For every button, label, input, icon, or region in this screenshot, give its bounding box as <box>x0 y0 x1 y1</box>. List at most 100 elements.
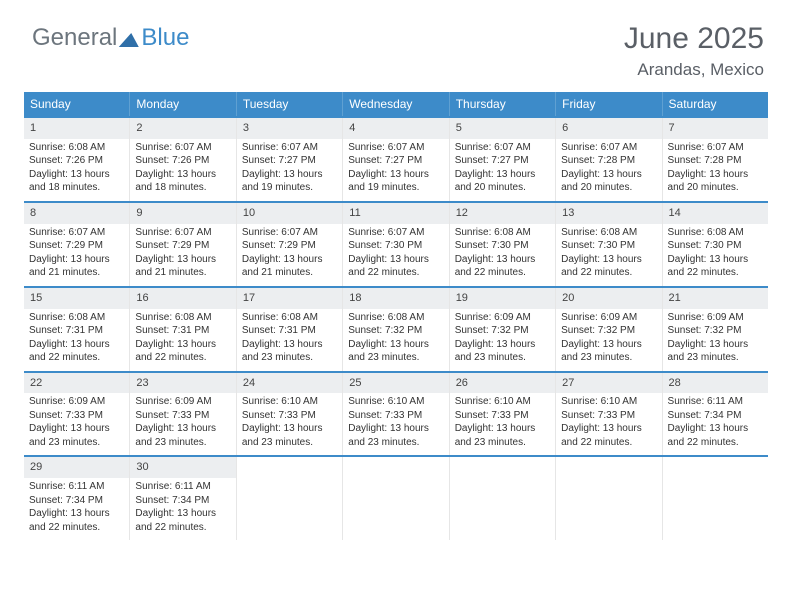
sunset-text: Sunset: 7:30 PM <box>348 239 443 253</box>
day-body: Sunrise: 6:10 AMSunset: 7:33 PMDaylight:… <box>556 393 661 455</box>
daylight-text: and 23 minutes. <box>561 351 656 365</box>
daylight-text: Daylight: 13 hours <box>348 422 443 436</box>
sunrise-text: Sunrise: 6:09 AM <box>135 395 230 409</box>
day-number: 3 <box>237 118 342 139</box>
sunrise-text: Sunrise: 6:11 AM <box>135 480 230 494</box>
sunset-text: Sunset: 7:27 PM <box>455 154 550 168</box>
sunset-text: Sunset: 7:31 PM <box>29 324 124 338</box>
day-body: Sunrise: 6:08 AMSunset: 7:26 PMDaylight:… <box>24 139 129 201</box>
sunrise-text: Sunrise: 6:10 AM <box>561 395 656 409</box>
daylight-text: and 23 minutes. <box>668 351 763 365</box>
sunrise-text: Sunrise: 6:07 AM <box>242 141 337 155</box>
day-number: 28 <box>663 373 768 394</box>
week-row: 8Sunrise: 6:07 AMSunset: 7:29 PMDaylight… <box>24 201 768 286</box>
sunset-text: Sunset: 7:27 PM <box>242 154 337 168</box>
day-number: 24 <box>237 373 342 394</box>
daylight-text: and 19 minutes. <box>348 181 443 195</box>
daylight-text: and 18 minutes. <box>29 181 124 195</box>
sunrise-text: Sunrise: 6:09 AM <box>668 311 763 325</box>
day-body: Sunrise: 6:09 AMSunset: 7:32 PMDaylight:… <box>663 309 768 371</box>
day-number: 16 <box>130 288 235 309</box>
day-body: Sunrise: 6:07 AMSunset: 7:29 PMDaylight:… <box>24 224 129 286</box>
daylight-text: Daylight: 13 hours <box>242 422 337 436</box>
sunset-text: Sunset: 7:32 PM <box>561 324 656 338</box>
daylight-text: Daylight: 13 hours <box>455 253 550 267</box>
sunrise-text: Sunrise: 6:11 AM <box>29 480 124 494</box>
day-cell: 18Sunrise: 6:08 AMSunset: 7:32 PMDayligh… <box>343 288 449 371</box>
week-row: 22Sunrise: 6:09 AMSunset: 7:33 PMDayligh… <box>24 371 768 456</box>
day-cell <box>556 457 662 540</box>
sunset-text: Sunset: 7:33 PM <box>29 409 124 423</box>
day-body: Sunrise: 6:07 AMSunset: 7:27 PMDaylight:… <box>450 139 555 201</box>
sunrise-text: Sunrise: 6:07 AM <box>135 226 230 240</box>
sunrise-text: Sunrise: 6:08 AM <box>29 141 124 155</box>
day-body: Sunrise: 6:07 AMSunset: 7:28 PMDaylight:… <box>663 139 768 201</box>
location-subtitle: Arandas, Mexico <box>637 60 764 80</box>
sunset-text: Sunset: 7:28 PM <box>561 154 656 168</box>
daylight-text: Daylight: 13 hours <box>29 253 124 267</box>
day-number: 20 <box>556 288 661 309</box>
day-number: 25 <box>343 373 448 394</box>
day-number: 11 <box>343 203 448 224</box>
daylight-text: and 22 minutes. <box>455 266 550 280</box>
daylight-text: Daylight: 13 hours <box>348 168 443 182</box>
daylight-text: Daylight: 13 hours <box>29 168 124 182</box>
daylight-text: Daylight: 13 hours <box>455 338 550 352</box>
day-cell: 7Sunrise: 6:07 AMSunset: 7:28 PMDaylight… <box>663 118 768 201</box>
daylight-text: and 23 minutes. <box>242 436 337 450</box>
day-body: Sunrise: 6:11 AMSunset: 7:34 PMDaylight:… <box>130 478 235 540</box>
day-number: 18 <box>343 288 448 309</box>
week-row: 15Sunrise: 6:08 AMSunset: 7:31 PMDayligh… <box>24 286 768 371</box>
day-body: Sunrise: 6:09 AMSunset: 7:32 PMDaylight:… <box>556 309 661 371</box>
day-number: 7 <box>663 118 768 139</box>
sunrise-text: Sunrise: 6:09 AM <box>455 311 550 325</box>
daylight-text: Daylight: 13 hours <box>29 507 124 521</box>
daylight-text: and 21 minutes. <box>135 266 230 280</box>
day-cell <box>450 457 556 540</box>
day-body: Sunrise: 6:10 AMSunset: 7:33 PMDaylight:… <box>237 393 342 455</box>
daylight-text: and 19 minutes. <box>242 181 337 195</box>
day-body: Sunrise: 6:08 AMSunset: 7:31 PMDaylight:… <box>237 309 342 371</box>
week-row: 29Sunrise: 6:11 AMSunset: 7:34 PMDayligh… <box>24 455 768 540</box>
sunrise-text: Sunrise: 6:08 AM <box>455 226 550 240</box>
day-cell: 3 Sunrise: 6:07 AMSunset: 7:27 PMDaylight… <box>237 118 343 201</box>
daylight-text: and 21 minutes. <box>29 266 124 280</box>
day-cell: 2Sunrise: 6:07 AMSunset: 7:26 PMDaylight… <box>130 118 236 201</box>
day-number: 15 <box>24 288 129 309</box>
daylight-text: Daylight: 13 hours <box>668 338 763 352</box>
day-number: 6 <box>556 118 661 139</box>
daylight-text: Daylight: 13 hours <box>455 422 550 436</box>
day-cell: 4Sunrise: 6:07 AMSunset: 7:27 PMDaylight… <box>343 118 449 201</box>
day-body: Sunrise: 6:08 AMSunset: 7:32 PMDaylight:… <box>343 309 448 371</box>
day-body: Sunrise: 6:10 AMSunset: 7:33 PMDaylight:… <box>343 393 448 455</box>
daylight-text: Daylight: 13 hours <box>242 168 337 182</box>
sunset-text: Sunset: 7:32 PM <box>455 324 550 338</box>
sunrise-text: Sunrise: 6:07 AM <box>242 226 337 240</box>
daylight-text: and 20 minutes. <box>455 181 550 195</box>
day-cell: 16Sunrise: 6:08 AMSunset: 7:31 PMDayligh… <box>130 288 236 371</box>
sunrise-text: Sunrise: 6:10 AM <box>242 395 337 409</box>
sunrise-text: Sunrise: 6:07 AM <box>455 141 550 155</box>
daylight-text: and 22 minutes. <box>668 266 763 280</box>
sunrise-text: Sunrise: 6:08 AM <box>29 311 124 325</box>
day-number: 17 <box>237 288 342 309</box>
day-number: 4 <box>343 118 448 139</box>
day-number: 14 <box>663 203 768 224</box>
sunset-text: Sunset: 7:26 PM <box>135 154 230 168</box>
day-body: Sunrise: 6:08 AMSunset: 7:31 PMDaylight:… <box>130 309 235 371</box>
sunrise-text: Sunrise: 6:08 AM <box>561 226 656 240</box>
daylight-text: and 23 minutes. <box>29 436 124 450</box>
logo: General Blue <box>32 24 189 52</box>
day-cell <box>663 457 768 540</box>
day-cell: 11Sunrise: 6:07 AMSunset: 7:30 PMDayligh… <box>343 203 449 286</box>
day-cell: 29Sunrise: 6:11 AMSunset: 7:34 PMDayligh… <box>24 457 130 540</box>
day-cell: 9Sunrise: 6:07 AMSunset: 7:29 PMDaylight… <box>130 203 236 286</box>
daylight-text: Daylight: 13 hours <box>135 338 230 352</box>
sunrise-text: Sunrise: 6:07 AM <box>135 141 230 155</box>
sunrise-text: Sunrise: 6:07 AM <box>348 226 443 240</box>
daylight-text: and 22 minutes. <box>561 266 656 280</box>
sunset-text: Sunset: 7:30 PM <box>561 239 656 253</box>
daylight-text: and 22 minutes. <box>29 351 124 365</box>
weekday-header: Friday <box>556 92 662 116</box>
daylight-text: Daylight: 13 hours <box>668 422 763 436</box>
